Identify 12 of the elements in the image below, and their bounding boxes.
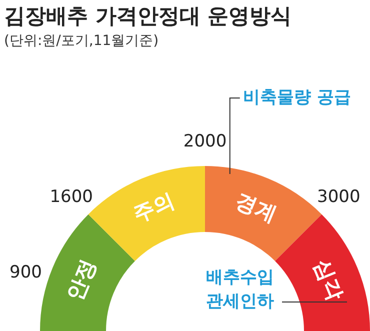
slice-label: 안정 [62,256,101,304]
text: 3000 [317,186,360,207]
slice-label: 주의 [130,188,178,227]
slice-label: 경계 [232,188,280,227]
text: 900 [10,262,42,282]
slice-label: 심각 [309,256,348,304]
text: 배추수입 관세인하 [206,267,274,312]
chart-title: 김장배추 가격안정대 운영방식 [4,3,292,30]
text: 2000 [183,131,227,152]
chart-subtitle: (단위:원/포기,11월기준) [4,32,159,50]
text: 1600 [50,186,93,207]
text: 비축물량 공급 [242,87,351,108]
